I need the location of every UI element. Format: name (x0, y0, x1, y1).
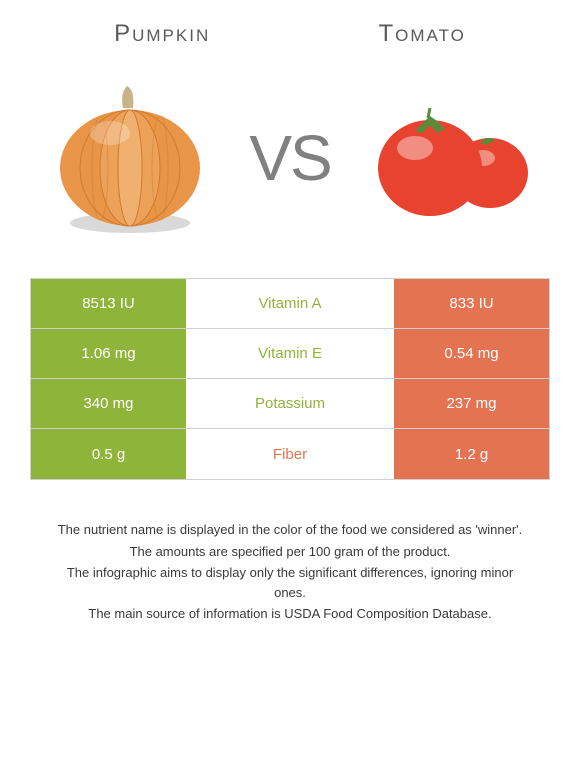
title-right: Tomato (378, 20, 465, 48)
title-left: Pumpkin (114, 20, 210, 48)
pumpkin-image (40, 68, 220, 248)
pumpkin-icon (45, 78, 215, 238)
nutrient-left-value: 8513 IU (31, 279, 186, 328)
vs-label: VS (249, 121, 330, 195)
footer-line-4: The main source of information is USDA F… (50, 604, 530, 624)
nutrient-name: Vitamin A (186, 279, 394, 328)
footer-text: The nutrient name is displayed in the co… (30, 520, 550, 624)
footer-line-1: The nutrient name is displayed in the co… (50, 520, 530, 540)
footer-line-2: The amounts are specified per 100 gram o… (50, 542, 530, 562)
nutrient-right-value: 0.54 mg (394, 329, 549, 378)
nutrient-name: Vitamin E (186, 329, 394, 378)
tomato-image (360, 68, 540, 248)
footer-line-3: The infographic aims to display only the… (50, 563, 530, 602)
nutrient-row: 340 mgPotassium237 mg (31, 379, 549, 429)
nutrient-name: Fiber (186, 429, 394, 479)
nutrient-table: 8513 IUVitamin A833 IU1.06 mgVitamin E0.… (30, 278, 550, 480)
nutrient-right-value: 237 mg (394, 379, 549, 428)
nutrient-right-value: 1.2 g (394, 429, 549, 479)
nutrient-row: 0.5 gFiber1.2 g (31, 429, 549, 479)
nutrient-right-value: 833 IU (394, 279, 549, 328)
nutrient-left-value: 340 mg (31, 379, 186, 428)
nutrient-left-value: 1.06 mg (31, 329, 186, 378)
nutrient-row: 1.06 mgVitamin E0.54 mg (31, 329, 549, 379)
titles-row: Pumpkin Tomato (30, 20, 550, 48)
comparison-row: VS (30, 68, 550, 248)
nutrient-left-value: 0.5 g (31, 429, 186, 479)
tomato-icon (365, 83, 535, 233)
nutrient-row: 8513 IUVitamin A833 IU (31, 279, 549, 329)
nutrient-name: Potassium (186, 379, 394, 428)
